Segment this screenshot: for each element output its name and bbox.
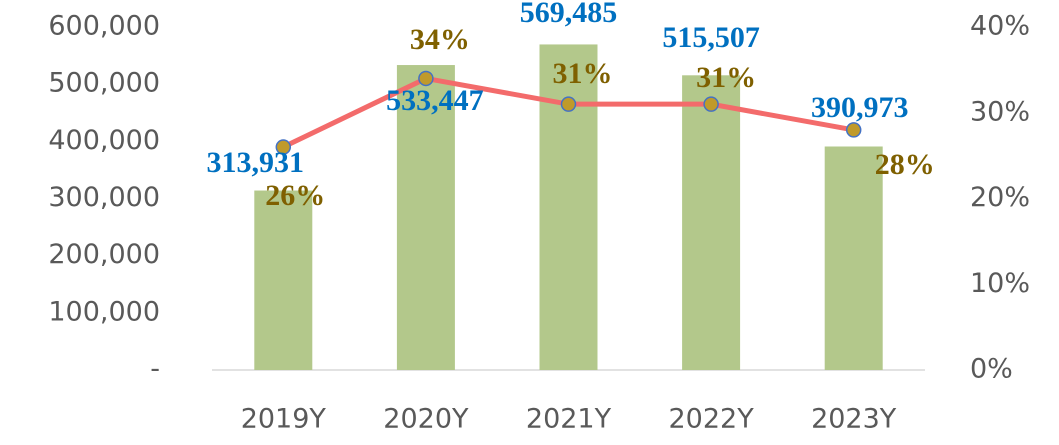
x-tick-label: 2020Y — [383, 404, 469, 435]
data-label: 28% — [875, 148, 935, 181]
x-tick-label: 2019Y — [241, 404, 327, 435]
data-label: 313,931 — [207, 146, 305, 179]
data-label: 515,507 — [662, 21, 760, 54]
line-marker — [845, 122, 862, 138]
x-tick-label: 2021Y — [526, 404, 612, 435]
y-tick-label: 300,000 — [48, 182, 160, 213]
x-tick-label: 2023Y — [811, 404, 897, 435]
x-tick-label: 2022Y — [668, 404, 754, 435]
data-label: 34% — [410, 23, 470, 56]
data-label: 533,447 — [386, 84, 484, 117]
data-label: 26% — [265, 179, 325, 212]
bar — [824, 146, 883, 370]
y2-tick-label: 40% — [970, 11, 1030, 42]
bar — [254, 190, 313, 370]
line-marker — [418, 70, 434, 87]
y-tick-label: 400,000 — [48, 125, 160, 156]
data-label: 31% — [553, 57, 613, 90]
line-marker — [275, 139, 292, 155]
data-label: 569,485 — [520, 0, 618, 29]
line-marker — [560, 96, 577, 112]
y-tick-label: 500,000 — [48, 68, 160, 99]
y-tick-label: 100,000 — [48, 296, 160, 327]
bar — [539, 44, 598, 371]
y2-tick-label: 30% — [970, 96, 1030, 127]
data-label: 390,973 — [811, 91, 909, 124]
data-label: 31% — [696, 61, 756, 94]
bar — [682, 75, 741, 371]
y2-tick-label: 0% — [970, 354, 1013, 385]
y2-tick-label: 10% — [970, 268, 1030, 299]
line-marker — [703, 96, 719, 112]
y2-tick-label: 20% — [970, 182, 1030, 213]
bar — [396, 65, 455, 370]
y-tick-label: 600,000 — [48, 11, 160, 42]
y-tick-label: - — [150, 354, 160, 385]
y-tick-label: 200,000 — [48, 239, 160, 270]
